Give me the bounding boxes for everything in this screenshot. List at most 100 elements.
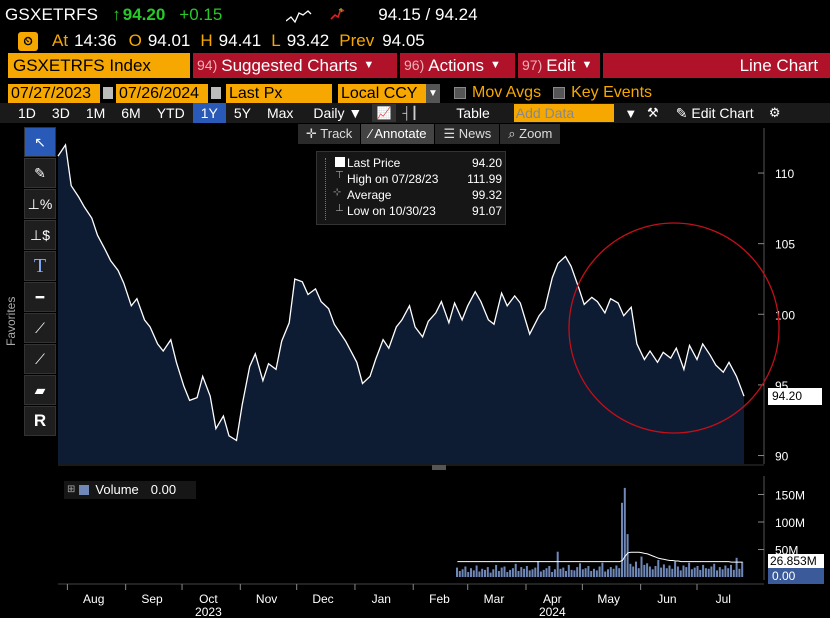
period-3d[interactable]: 3D <box>51 105 70 121</box>
zoom-tool[interactable]: ⌕ Zoom <box>500 124 561 144</box>
channel-line-icon[interactable]: ⟋ <box>24 344 56 374</box>
legend-avg-row: Average 99.32 <box>347 187 502 203</box>
pointer-icon[interactable]: ↖ <box>24 127 56 157</box>
volume-swatch <box>79 485 90 495</box>
year-label: 2024 <box>539 605 566 618</box>
period-5y[interactable]: 5Y <box>233 105 251 121</box>
legend-avg-label: Average <box>347 188 392 202</box>
volume-bar <box>646 563 649 578</box>
suggested-label: Suggested Charts <box>221 56 358 75</box>
annotate-tool[interactable]: ⁄ Annotate <box>361 124 435 144</box>
volume-bar <box>486 567 489 577</box>
pencil-icon[interactable]: ✎ <box>24 158 56 188</box>
dropdown-icon[interactable]: ▼ <box>624 105 638 121</box>
volume-bar <box>511 568 514 577</box>
edit-num: 97) <box>522 57 543 73</box>
volume-bar <box>595 570 598 577</box>
volume-bar <box>506 572 509 577</box>
security-field[interactable]: GSXETRFS Index <box>8 53 190 78</box>
legend-last-value: 94.20 <box>471 156 502 170</box>
caret-down-icon: ▼ <box>489 59 501 71</box>
period-toolbar: 1D 3D 1M 6M YTD 1Y 5Y Max Daily ▼ 📈 ┤┃ T… <box>0 103 830 123</box>
x-tick-label: Jan <box>372 592 391 606</box>
shape-tool-icon[interactable]: ▰ <box>24 375 56 405</box>
suggested-num: 94) <box>197 57 218 73</box>
legend-high-label: High on 07/28/23 <box>347 172 439 186</box>
period-1y[interactable]: 1Y <box>192 103 226 123</box>
period-1m[interactable]: 1M <box>85 105 106 121</box>
resize-handle[interactable] <box>432 465 446 470</box>
mov-avgs-label[interactable]: Mov Avgs <box>472 84 542 101</box>
edit-button[interactable]: 97) Edit ▼ <box>518 53 600 78</box>
track-tool[interactable]: ✛ Track <box>298 124 361 144</box>
volume-bar <box>537 561 540 577</box>
edit-label: Edit <box>546 56 576 75</box>
end-date-field[interactable]: 07/26/2024 <box>116 83 208 103</box>
ruler-icon[interactable]: R <box>24 406 56 436</box>
period-ytd[interactable]: YTD <box>156 105 185 121</box>
y-tick-label: 90 <box>775 450 789 464</box>
dollar-line-icon[interactable]: ⊥$ <box>24 220 56 250</box>
volume-bar <box>539 571 542 577</box>
volume-bar <box>707 568 710 578</box>
volume-bar <box>500 567 503 577</box>
volume-bar <box>738 568 741 578</box>
gear-icon[interactable]: ⚙ <box>768 105 781 120</box>
volume-bar <box>710 566 713 577</box>
y-tick-label: 105 <box>775 238 795 252</box>
frequency-select[interactable]: Daily ▼ <box>313 105 363 121</box>
prev-value: 94.05 <box>382 31 425 50</box>
volume-bar <box>676 566 679 577</box>
controls-row: 07/27/2023 07/26/2024 Last Px Local CCY … <box>0 83 830 103</box>
key-events-checkbox[interactable] <box>553 87 566 99</box>
mov-avgs-checkbox[interactable] <box>454 87 466 99</box>
volume-bar <box>635 561 637 577</box>
price-legend: Last Price 94.20 High on 07/28/23 111.99… <box>316 151 506 225</box>
period-max[interactable]: Max <box>266 105 294 121</box>
volume-bar <box>581 569 584 577</box>
percent-line-icon[interactable]: ⊥% <box>24 189 56 219</box>
x-tick-label: Mar <box>484 592 505 606</box>
volume-bar <box>542 569 545 577</box>
horizontal-line-icon[interactable]: ━ <box>24 282 56 312</box>
volume-bar <box>651 569 654 577</box>
high-value: 94.41 <box>218 31 262 50</box>
currency-select[interactable]: Local CCY <box>338 83 426 103</box>
calendar-icon[interactable] <box>211 87 221 99</box>
calendar-icon[interactable] <box>103 87 113 99</box>
actions-button[interactable]: 96) Actions ▼ <box>400 53 515 78</box>
suggested-charts-button[interactable]: 94) Suggested Charts ▼ <box>193 53 397 78</box>
period-1d[interactable]: 1D <box>18 105 36 121</box>
start-date-field[interactable]: 07/27/2023 <box>8 83 100 103</box>
table-button[interactable]: Table <box>456 105 490 121</box>
volume-bar <box>615 565 618 577</box>
net-change: +0.15 <box>179 5 223 24</box>
news-label: News <box>458 126 492 141</box>
last-price-swatch <box>335 157 345 167</box>
text-tool-icon[interactable]: T <box>24 251 56 281</box>
field-select[interactable]: Last Px <box>226 83 332 103</box>
trend-line-icon[interactable]: ⟋ <box>24 313 56 343</box>
expand-icon[interactable]: ⊞ <box>67 484 76 495</box>
edit-chart-button[interactable]: ✎ Edit Chart <box>675 105 754 121</box>
annotation-circle[interactable] <box>568 222 780 434</box>
volume-bar <box>727 568 730 577</box>
currency-dropdown-icon[interactable]: ▼ <box>426 83 440 103</box>
line-chart-icon[interactable]: 📈 <box>372 104 397 122</box>
candlestick-icon[interactable]: ┤┃ <box>398 104 423 122</box>
stats-row: ⏲ At 14:36 O 94.01 H 94.41 L 93.42 Prev … <box>0 30 830 52</box>
last-price: 94.20 <box>122 5 166 24</box>
legend-low-label: Low on 10/30/23 <box>347 204 436 218</box>
news-tool[interactable]: ☰ News <box>435 124 500 144</box>
volume-bar <box>665 568 668 577</box>
key-events-label[interactable]: Key Events <box>571 84 653 101</box>
volume-bar <box>601 562 604 577</box>
chart-settings-icon[interactable]: ⚒ <box>646 105 659 120</box>
volume-bar <box>523 568 526 578</box>
period-6m[interactable]: 6M <box>121 105 141 121</box>
volume-bar <box>604 571 607 577</box>
last-price-badge: 94.20 <box>768 388 822 405</box>
add-data-input[interactable]: Add Data <box>513 104 614 122</box>
legend-avg-value: 99.32 <box>471 188 502 202</box>
